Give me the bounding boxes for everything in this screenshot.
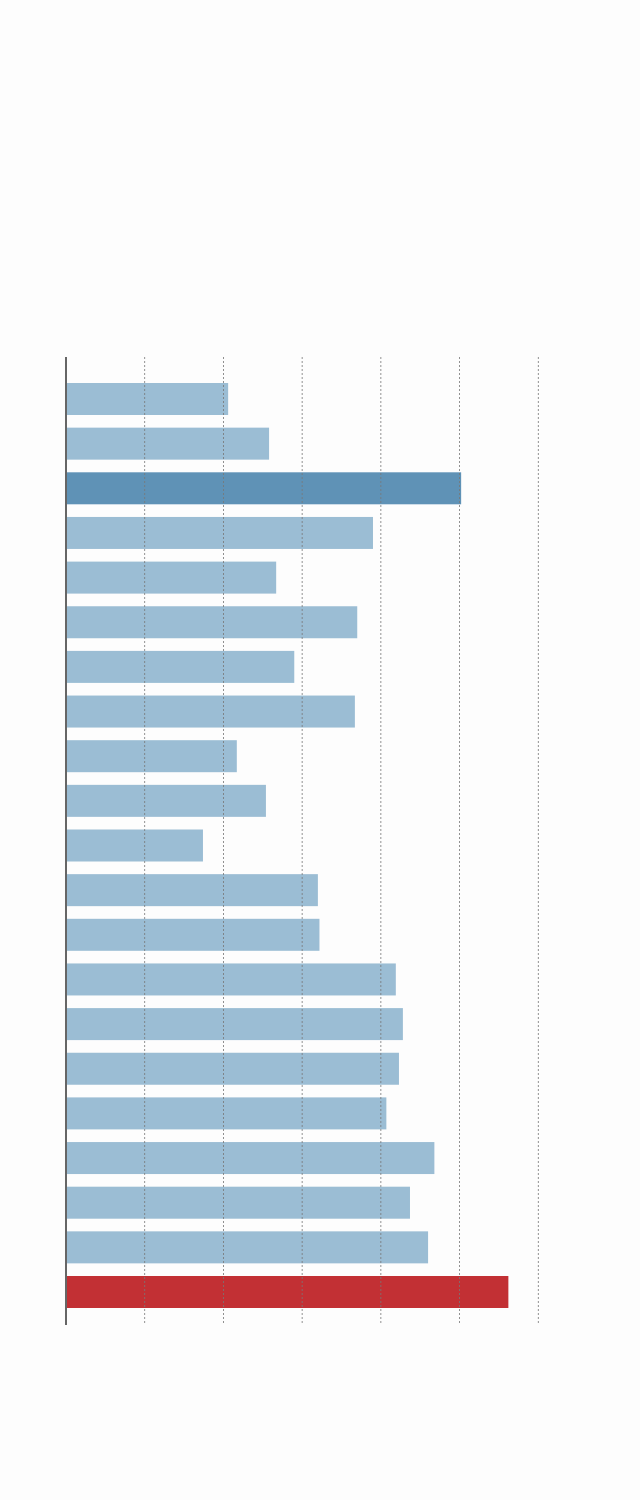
bar [66,740,237,773]
bar [66,606,358,639]
bar [66,516,373,549]
bar [66,427,270,460]
bar [66,561,277,594]
bar [66,1052,399,1085]
bar [66,874,318,907]
bar [66,918,320,951]
bar [66,472,462,505]
bar [66,784,266,817]
bar [66,829,203,862]
bar [66,1276,509,1308]
bar [66,650,295,683]
bar [66,1186,410,1219]
bar [66,695,355,728]
bar [66,1097,387,1130]
bar [66,963,396,996]
bar [66,1008,403,1041]
bar [66,1231,429,1264]
bar [66,1142,435,1175]
bar [66,383,229,415]
